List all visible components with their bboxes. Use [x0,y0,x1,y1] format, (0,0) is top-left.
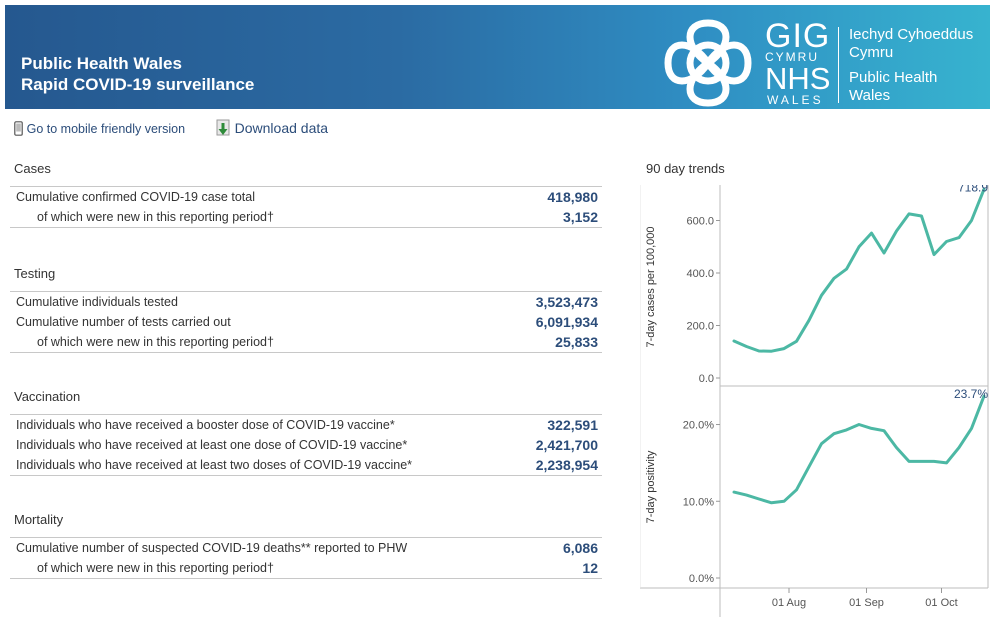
row-label: Cumulative confirmed COVID-19 case total [16,190,255,204]
x-tick-label: 01 Sep [849,597,884,609]
x-tick-label: 01 Oct [925,597,957,609]
logo-gig-text: GIG [765,17,831,55]
testing-section-title: Testing [14,266,56,281]
x-tick-label: 01 Aug [772,597,806,609]
title-line-1: Public Health Wales [21,54,182,73]
last-value-label: 718.9 [958,185,988,194]
series-line [732,394,986,505]
org-en-line-2: Wales [849,87,891,104]
row-value: 3,523,473 [535,294,598,310]
last-value-label: 23.7% [954,387,988,401]
page-title: Public Health Wales Rapid COVID-19 surve… [21,53,254,95]
table-row: Cumulative number of suspected COVID-19 … [10,538,602,558]
y-tick-label: 0.0% [689,573,714,585]
mobile-version-link[interactable]: Go to mobile friendly version [14,121,185,136]
row-label: Cumulative individuals tested [16,295,178,309]
row-value: 3,152 [562,209,598,225]
download-data-label: Download data [234,120,329,136]
y-tick-label: 20.0% [683,420,714,432]
org-en-line-1: Public Health [849,69,938,86]
table-row: Individuals who have received at least t… [10,455,602,475]
table-row: Cumulative confirmed COVID-19 case total… [10,187,602,207]
row-value: 322,591 [547,417,598,433]
table-row: of which were new in this reporting peri… [10,332,602,352]
title-line-2: Rapid COVID-19 surveillance [21,75,255,94]
mortality-table: Cumulative number of suspected COVID-19 … [10,537,602,579]
cases-table: Cumulative confirmed COVID-19 case total… [10,186,602,228]
row-value: 418,980 [547,189,598,205]
header-banner: Public Health Wales Rapid COVID-19 surve… [5,5,990,109]
logo-divider [838,27,839,103]
y-axis-label: 7-day cases per 100,000 [645,226,657,347]
org-name-welsh: Iechyd Cyhoeddus Cymru [849,26,973,62]
row-label: of which were new in this reporting peri… [37,335,274,349]
row-value: 6,086 [562,540,598,556]
row-label: of which were new in this reporting peri… [37,210,274,224]
testing-table: Cumulative individuals tested 3,523,473 … [10,291,602,353]
y-axis-label: 7-day positivity [645,450,657,523]
row-value: 2,238,954 [535,457,598,473]
cases-section-title: Cases [14,161,51,176]
row-label: of which were new in this reporting peri… [37,561,274,575]
y-tick-label: 0.0 [699,373,714,385]
y-tick-label: 200.0 [686,321,714,333]
table-row: Individuals who have received at least o… [10,435,602,455]
row-label: Individuals who have received a booster … [16,418,395,432]
org-cy-line-2: Cymru [849,44,894,61]
y-tick-label: 600.0 [686,216,714,228]
mortality-section-title: Mortality [14,512,64,527]
trends-title: 90 day trends [646,161,725,176]
logo-cymru-text: CYMRU [765,50,819,64]
logo-nhs-text: NHS [765,61,831,96]
vaccination-section-title: Vaccination [14,389,81,404]
series-line [732,187,986,353]
y-tick-label: 10.0% [683,496,714,508]
table-row: Individuals who have received a booster … [10,415,602,435]
row-value: 6,091,934 [535,314,598,330]
row-label: Individuals who have received at least o… [16,438,408,452]
table-row: of which were new in this reporting peri… [10,207,602,227]
y-tick-label: 400.0 [686,268,714,280]
row-value: 2,421,700 [535,437,598,453]
trend-charts: 0.0 200.0 400.0 600.0 7-day cases per 100,00… [640,185,989,617]
download-data-link[interactable]: Download data [215,119,328,137]
logo-wales-text: WALES [767,93,824,107]
row-label: Individuals who have received at least t… [16,458,413,472]
mobile-version-label: Go to mobile friendly version [26,122,186,136]
mobile-phone-icon [14,121,23,136]
table-row: Cumulative individuals tested 3,523,473 [10,292,602,312]
org-cy-line-1: Iechyd Cyhoeddus [849,26,974,43]
row-label: Cumulative number of suspected COVID-19 … [16,541,408,555]
row-value: 12 [582,560,598,576]
row-value: 25,833 [555,334,598,350]
org-name-english: Public Health Wales [849,69,937,105]
vaccination-table: Individuals who have received a booster … [10,414,602,476]
table-row: of which were new in this reporting peri… [10,558,602,578]
celtic-knot-logo-icon [664,19,752,107]
row-label: Cumulative number of tests carried out [16,315,231,329]
download-icon [216,119,230,136]
table-row: Cumulative number of tests carried out 6… [10,312,602,332]
